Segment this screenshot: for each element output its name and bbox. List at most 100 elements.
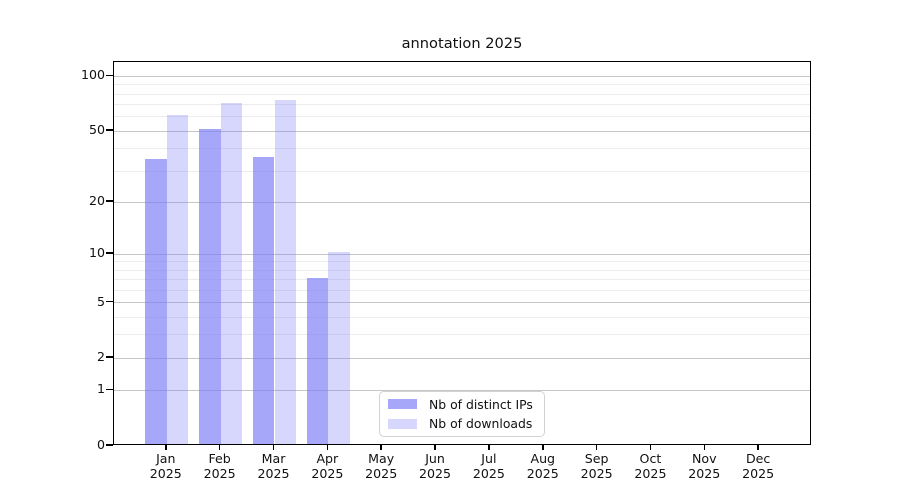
x-tick-mark [326,445,329,450]
y-tick-mark [106,74,113,77]
x-tick-year: 2025 [149,466,182,481]
x-tick-year: 2025 [688,466,721,481]
x-tick-label: Apr 2025 [297,451,357,481]
x-tick-year: 2025 [203,466,236,481]
x-tick-year: 2025 [311,466,344,481]
major-gridline [114,357,810,359]
x-tick-label: Aug 2025 [513,451,573,481]
major-gridline [114,253,810,255]
minor-gridline [114,289,810,291]
minor-gridline [114,170,810,172]
y-tick-label: 2 [96,349,105,365]
major-gridline [114,302,810,304]
x-tick-month: Nov [692,451,717,466]
x-tick-label: Nov 2025 [674,451,734,481]
x-tick-month: Dec [745,451,771,466]
x-tick-month: Aug [530,451,556,466]
x-tick-month: Sep [584,451,609,466]
bar-downloads [274,100,297,444]
y-tick-label: 0 [96,437,105,452]
x-tick-mark [218,445,221,450]
x-tick-year: 2025 [365,466,398,481]
x-tick-month: May [368,451,395,466]
x-tick-label: Dec 2025 [728,451,788,481]
bar-distinct-ips [306,277,329,444]
x-tick-month: Oct [639,451,662,466]
x-tick-mark [165,445,167,450]
legend-label-distinct-ips: Nb of distinct IPs [429,396,533,412]
x-tick-mark [272,445,275,450]
minor-gridline [114,148,810,150]
bar-downloads [166,114,189,444]
x-tick-label: Mar 2025 [244,451,304,481]
x-tick-label: Oct 2025 [620,451,680,481]
minor-gridline [114,261,810,263]
x-tick-mark [542,445,544,450]
y-tick-label: 1 [96,381,105,397]
x-tick-label: Jun 2025 [405,451,465,481]
y-tick-mark [106,252,113,254]
minor-gridline [114,278,810,280]
x-tick-month: Apr [316,451,339,466]
x-tick-month: Jul [481,451,497,466]
x-tick-mark [757,445,759,450]
x-tick-year: 2025 [419,466,452,481]
x-tick-month: Mar [261,451,286,466]
x-tick-mark [488,445,490,450]
x-tick-year: 2025 [742,466,775,481]
x-tick-year: 2025 [472,466,505,481]
minor-gridline [114,269,810,271]
x-tick-mark [434,445,436,450]
bar-downloads [220,102,243,444]
x-tick-label: Jan 2025 [136,451,196,481]
y-tick-mark [106,444,113,446]
minor-gridline [114,334,810,336]
bar-downloads [328,252,351,444]
x-tick-label: Jul 2025 [459,451,519,481]
bar-distinct-ips [198,129,221,444]
x-tick-year: 2025 [634,466,667,481]
distinct-ips-swatch-icon [388,399,417,409]
y-tick-label: 20 [88,193,105,209]
minor-gridline [114,84,810,86]
major-gridline [114,201,810,203]
x-tick-label: Feb 2025 [190,451,250,481]
downloads-swatch-icon [388,419,417,429]
minor-gridline [114,104,810,106]
x-tick-mark [703,445,706,450]
bar-distinct-ips [252,157,275,444]
x-tick-mark [380,445,382,450]
major-gridline [114,130,810,132]
y-tick-mark [106,200,113,202]
legend-label-downloads: Nb of downloads [429,416,533,432]
plot-area [113,61,811,445]
legend: Nb of distinct IPs Nb of downloads [379,391,545,437]
x-tick-mark [595,445,598,450]
x-tick-year: 2025 [526,466,559,481]
x-tick-year: 2025 [257,466,290,481]
x-tick-year: 2025 [580,466,613,481]
x-tick-mark [649,445,652,450]
y-tick-label: 10 [88,245,105,260]
legend-item-distinct-ips: Nb of distinct IPs [388,397,544,412]
y-tick-label: 50 [88,122,105,138]
y-tick-label: 100 [80,67,105,83]
minor-gridline [114,93,810,95]
minor-gridline [114,116,810,118]
legend-item-downloads: Nb of downloads [388,416,544,431]
major-gridline [114,389,810,391]
minor-gridline [114,316,810,318]
x-tick-month: Feb [208,451,231,466]
x-tick-label: May 2025 [351,451,411,481]
y-tick-mark [106,129,113,131]
x-tick-month: Jan [156,451,176,466]
major-gridline [114,75,810,77]
bar-distinct-ips [145,159,167,444]
chart-title: annotation 2025 [401,35,523,52]
x-tick-month: Jun [425,451,445,466]
y-tick-mark [106,388,113,391]
y-tick-mark [106,356,113,358]
y-tick-label: 5 [96,293,105,309]
y-tick-mark [106,300,113,303]
